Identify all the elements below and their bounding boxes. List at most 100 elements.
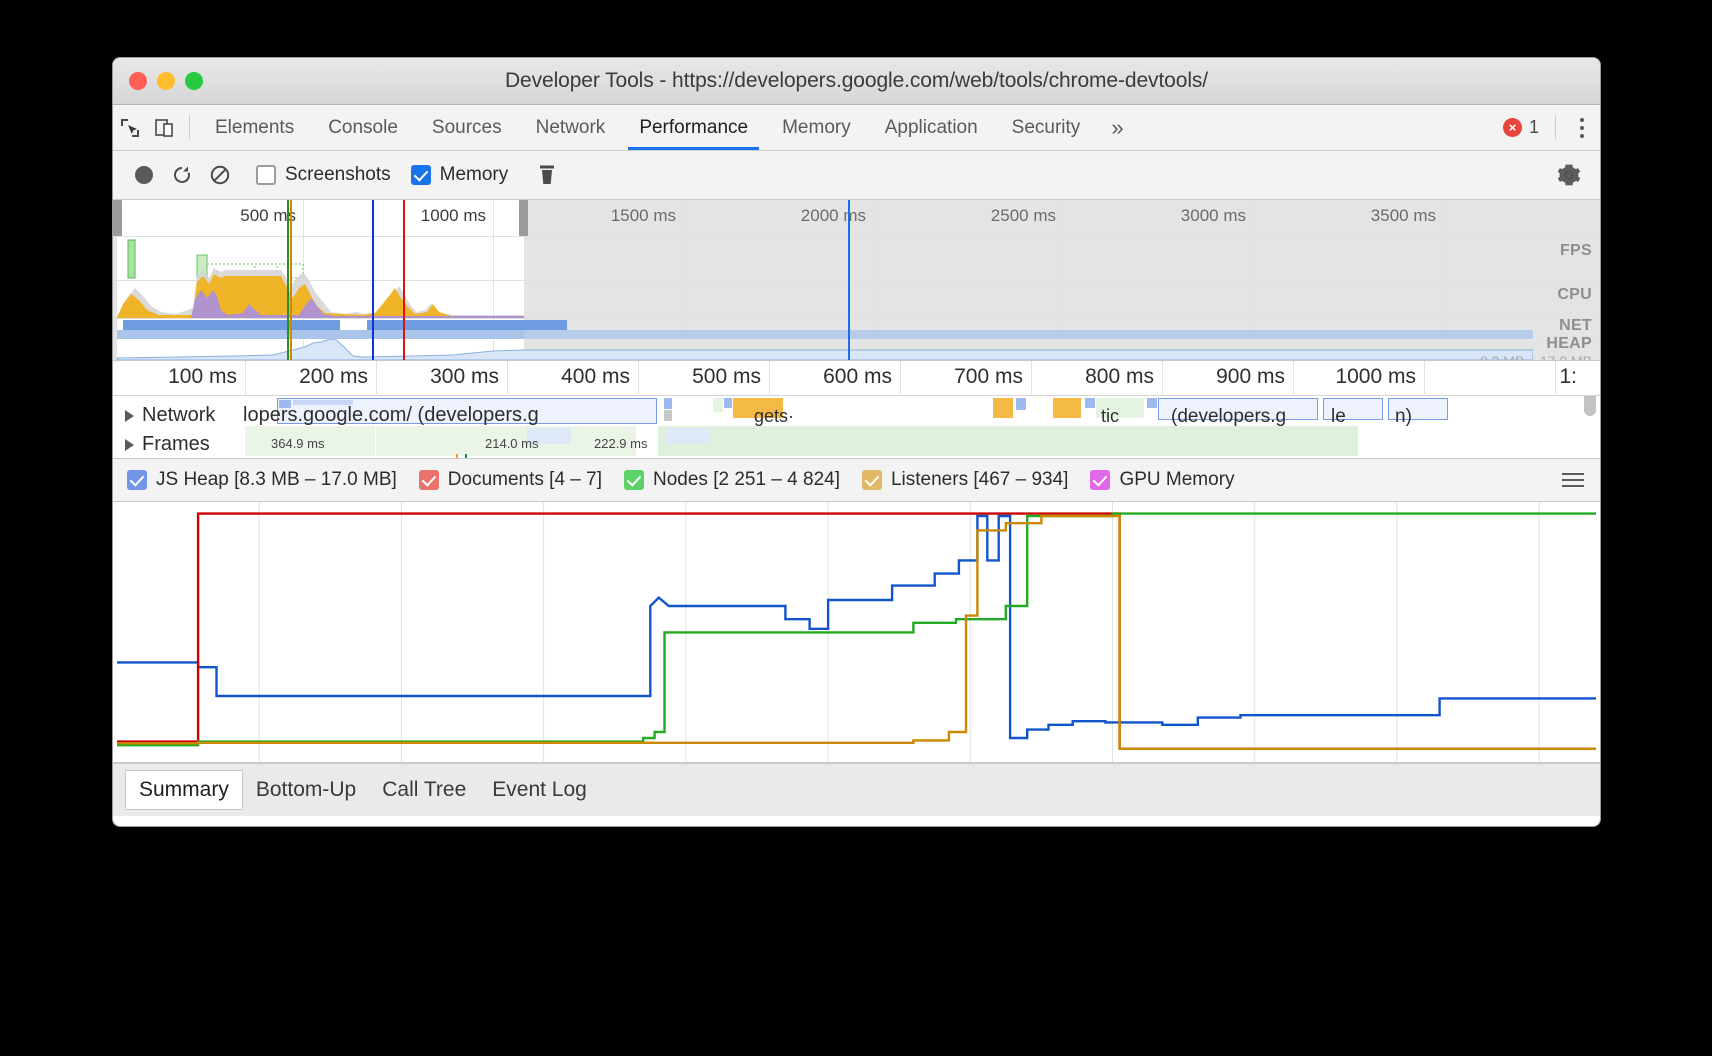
tab-security[interactable]: Security	[995, 105, 1098, 150]
lane-label-net: NET	[1559, 317, 1592, 334]
network-request-bar[interactable]	[1323, 398, 1383, 420]
network-request-text: le	[1331, 406, 1346, 427]
network-request-text: gets·	[754, 406, 795, 426]
timeline-ruler: 100 ms 200 ms 300 ms 400 ms 500 ms 600 m…	[113, 361, 1600, 455]
flame-chart-rows[interactable]: Network lopers.google.com/ (developers.g…	[113, 396, 1600, 459]
record-button[interactable]	[125, 156, 163, 194]
overview-tick-label: 1500 ms	[610, 206, 676, 225]
legend-item-listeners[interactable]: Listeners [467 – 934]	[861, 469, 1068, 491]
network-request-bar[interactable]	[1388, 398, 1448, 420]
tab-console[interactable]: Console	[311, 105, 415, 150]
timeline-overview[interactable]: 500 ms 1000 ms 1500 ms 2000 ms 2500 ms 3…	[113, 200, 1600, 361]
zoom-window-button[interactable]	[185, 72, 203, 90]
device-toolbar-icon[interactable]	[147, 105, 181, 150]
overview-selection-handle-right[interactable]	[519, 200, 528, 236]
screenshots-checkbox[interactable]: Screenshots	[256, 164, 391, 186]
legend-item-gpu-memory[interactable]: GPU Memory	[1090, 469, 1235, 491]
network-orange-block[interactable]	[1053, 398, 1081, 418]
network-request-chip[interactable]	[664, 398, 672, 409]
error-badge[interactable]: × 1	[1502, 105, 1547, 150]
tab-summary[interactable]: Summary	[125, 770, 243, 810]
network-orange-block[interactable]	[733, 398, 783, 418]
title-bar: Developer Tools - https://developers.goo…	[113, 58, 1600, 105]
legend-checkbox-listeners[interactable]	[861, 470, 882, 490]
badge-divider	[1555, 115, 1556, 140]
gear-icon[interactable]	[1550, 156, 1588, 194]
tab-performance[interactable]: Performance	[622, 105, 765, 150]
memory-counter-chart[interactable]	[113, 502, 1600, 763]
network-request-chip[interactable]	[664, 410, 672, 421]
overview-selection-handle-left[interactable]	[113, 200, 122, 236]
network-green-block[interactable]	[1096, 398, 1144, 418]
network-request-chip[interactable]	[1085, 398, 1095, 408]
trash-icon[interactable]	[528, 156, 566, 194]
expand-triangle-icon[interactable]	[125, 438, 134, 451]
tab-application[interactable]: Application	[868, 105, 995, 150]
minimize-window-button[interactable]	[157, 72, 175, 90]
lane-label-cpu: CPU	[1557, 286, 1592, 303]
frame-thumbnail[interactable]	[527, 428, 571, 444]
tabstrip-spacer	[1138, 105, 1503, 150]
memory-checkbox-box[interactable]	[410, 165, 431, 185]
legend-checkbox-documents[interactable]	[418, 470, 439, 490]
frames-row-header[interactable]: Frames	[125, 433, 210, 456]
tab-network[interactable]: Network	[519, 105, 623, 150]
ruler-tick-label: 500 ms	[692, 365, 761, 388]
tab-label: Console	[328, 116, 398, 138]
legend-menu-icon[interactable]	[1560, 473, 1586, 487]
legend-item-js-heap[interactable]: JS Heap [8.3 MB – 17.0 MB]	[127, 469, 397, 491]
network-request-chip[interactable]	[724, 398, 732, 408]
main-menu-icon[interactable]	[1564, 105, 1600, 150]
network-green-block[interactable]	[713, 398, 723, 412]
legend-item-documents[interactable]: Documents [4 – 7]	[418, 469, 602, 491]
ruler-tick-label: 900 ms	[1216, 365, 1285, 388]
dcl-marker	[287, 200, 289, 360]
tab-label: Network	[535, 116, 606, 138]
network-request-chip[interactable]	[279, 400, 291, 408]
ruler-tick-label: 600 ms	[823, 365, 892, 388]
tab-call-tree[interactable]: Call Tree	[369, 771, 479, 809]
tab-event-log[interactable]: Event Log	[479, 771, 600, 809]
bottom-tab-label: Call Tree	[382, 778, 467, 801]
more-tabs-chevron-icon[interactable]: »	[1111, 114, 1124, 140]
screenshots-checkbox-box[interactable]	[256, 165, 276, 185]
frame-block[interactable]	[376, 426, 636, 456]
tab-label: Memory	[782, 116, 851, 138]
chart-line	[117, 516, 1596, 738]
tab-memory[interactable]: Memory	[765, 105, 868, 150]
tab-elements[interactable]: Elements	[198, 105, 311, 150]
ruler-tick-label: 1000 ms	[1335, 365, 1416, 388]
legend-checkbox-js-heap[interactable]	[127, 470, 147, 490]
network-request-bar[interactable]	[1158, 398, 1318, 420]
network-row-header[interactable]: Network	[125, 404, 215, 427]
devtools-tab-strip: Elements Console Sources Network Perform…	[113, 105, 1600, 151]
network-request-text: lopers.google.com/ (developers.g	[243, 404, 539, 426]
frames-row-label: Frames	[142, 433, 210, 455]
network-orange-block[interactable]	[993, 398, 1013, 418]
expand-triangle-icon[interactable]	[125, 409, 134, 422]
flame-scrollbar[interactable]	[1584, 396, 1596, 416]
legend-label: JS Heap [8.3 MB – 17.0 MB]	[156, 469, 397, 490]
legend-item-nodes[interactable]: Nodes [2 251 – 4 824]	[624, 469, 840, 491]
network-request-chip[interactable]	[1147, 398, 1157, 408]
network-request-chip[interactable]	[293, 400, 353, 405]
frame-block[interactable]	[245, 426, 375, 456]
legend-checkbox-gpu-memory[interactable]	[1090, 470, 1111, 490]
inspect-element-icon[interactable]	[113, 105, 147, 150]
frame-thumbnail[interactable]	[666, 428, 710, 444]
close-window-button[interactable]	[129, 72, 147, 90]
memory-checkbox[interactable]: Memory	[410, 164, 509, 186]
frame-block[interactable]	[658, 426, 1358, 456]
tab-sources[interactable]: Sources	[415, 105, 519, 150]
error-count: 1	[1528, 117, 1539, 137]
overview-lane-separator	[113, 280, 1600, 281]
tab-bottom-up[interactable]: Bottom-Up	[243, 771, 369, 809]
frame-duration: 214.0 ms	[485, 436, 539, 451]
reload-and-record-icon[interactable]	[163, 156, 201, 194]
memory-label: Memory	[439, 164, 509, 185]
toolbar-divider	[189, 115, 190, 140]
network-request-chip[interactable]	[1016, 398, 1026, 410]
legend-checkbox-nodes[interactable]	[624, 470, 644, 490]
clear-recording-icon[interactable]	[201, 156, 239, 194]
detail-view-tabs: Summary Bottom-Up Call Tree Event Log	[113, 763, 1600, 816]
